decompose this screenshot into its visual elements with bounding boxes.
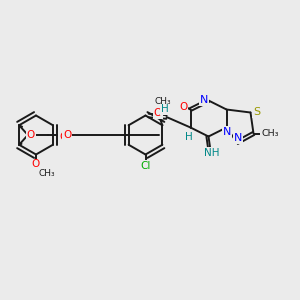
Text: Cl: Cl	[140, 161, 151, 171]
Text: O: O	[27, 130, 35, 140]
Text: N: N	[200, 95, 208, 105]
Text: S: S	[253, 107, 260, 117]
Text: H: H	[185, 131, 193, 142]
Text: O: O	[59, 131, 67, 142]
Text: NH: NH	[204, 148, 219, 158]
Text: H: H	[161, 104, 169, 115]
Text: CH₃: CH₃	[155, 97, 171, 106]
Text: N: N	[234, 133, 242, 143]
Text: O: O	[32, 159, 40, 170]
Text: O: O	[63, 130, 71, 140]
Text: O: O	[154, 108, 162, 118]
Text: CH₃: CH₃	[261, 129, 279, 138]
Text: N: N	[223, 127, 231, 137]
Text: CH₃: CH₃	[38, 169, 55, 178]
Text: O: O	[179, 101, 187, 112]
